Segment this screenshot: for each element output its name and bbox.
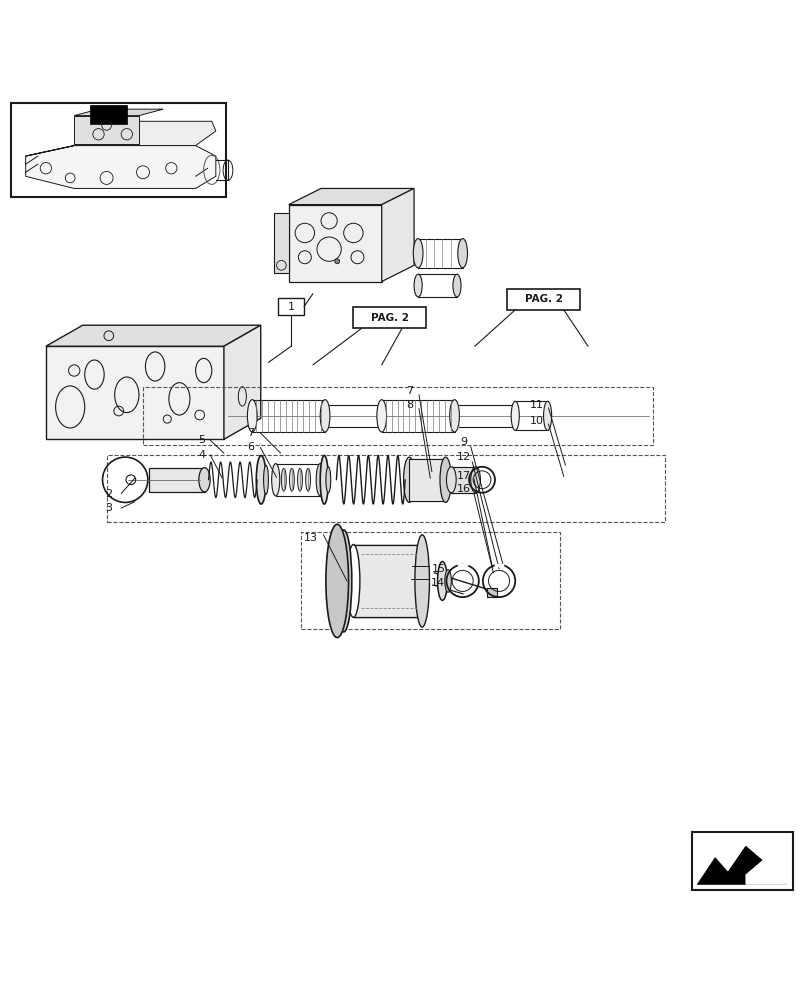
Ellipse shape <box>264 465 268 494</box>
Text: 2: 2 <box>105 489 113 499</box>
Ellipse shape <box>437 562 447 600</box>
Polygon shape <box>487 588 496 597</box>
Text: 1: 1 <box>287 302 294 312</box>
Polygon shape <box>46 346 224 439</box>
Ellipse shape <box>320 455 328 504</box>
Ellipse shape <box>335 530 351 632</box>
Ellipse shape <box>414 274 422 297</box>
Polygon shape <box>46 325 260 346</box>
Ellipse shape <box>256 455 266 504</box>
Text: 4: 4 <box>198 450 205 460</box>
Ellipse shape <box>413 239 423 268</box>
Bar <box>353 307 426 328</box>
Ellipse shape <box>325 467 330 493</box>
Polygon shape <box>727 846 761 874</box>
Text: 17: 17 <box>457 471 470 481</box>
Polygon shape <box>353 545 422 617</box>
Text: 9: 9 <box>460 437 467 447</box>
Bar <box>691 832 792 890</box>
Text: 10: 10 <box>530 416 543 426</box>
Text: 5: 5 <box>199 435 205 445</box>
Text: 14: 14 <box>431 578 445 588</box>
Text: 13: 13 <box>303 533 317 543</box>
Polygon shape <box>697 846 785 884</box>
Polygon shape <box>26 121 216 156</box>
Ellipse shape <box>457 239 467 268</box>
Bar <box>143 387 652 445</box>
Text: 16: 16 <box>457 484 470 494</box>
Ellipse shape <box>449 400 459 432</box>
Ellipse shape <box>297 468 302 491</box>
Ellipse shape <box>325 524 348 638</box>
Bar <box>11 103 225 197</box>
Ellipse shape <box>247 400 257 432</box>
Polygon shape <box>288 188 414 205</box>
Polygon shape <box>274 213 288 273</box>
Text: 11: 11 <box>530 400 543 410</box>
Ellipse shape <box>453 274 461 297</box>
Polygon shape <box>149 468 204 492</box>
Polygon shape <box>288 205 381 282</box>
Bar <box>507 289 579 310</box>
Ellipse shape <box>320 400 329 432</box>
Ellipse shape <box>376 400 386 432</box>
Polygon shape <box>74 116 139 144</box>
Polygon shape <box>90 105 127 124</box>
Bar <box>278 298 303 315</box>
Ellipse shape <box>346 545 359 617</box>
Text: 7: 7 <box>247 428 254 438</box>
Polygon shape <box>74 109 163 116</box>
Text: PAG. 2: PAG. 2 <box>371 313 408 323</box>
Ellipse shape <box>444 570 451 592</box>
Polygon shape <box>26 146 216 188</box>
Text: 6: 6 <box>247 442 254 452</box>
Ellipse shape <box>281 468 286 491</box>
Text: 7: 7 <box>406 386 413 396</box>
Polygon shape <box>381 188 414 282</box>
Text: PAG. 2: PAG. 2 <box>524 294 562 304</box>
Ellipse shape <box>315 464 324 496</box>
Ellipse shape <box>446 467 456 493</box>
Ellipse shape <box>305 468 310 491</box>
Ellipse shape <box>403 457 414 502</box>
Ellipse shape <box>470 467 480 493</box>
Ellipse shape <box>543 401 551 430</box>
Ellipse shape <box>440 457 451 502</box>
Ellipse shape <box>511 401 519 430</box>
Circle shape <box>334 259 339 264</box>
Text: 3: 3 <box>105 503 113 513</box>
Polygon shape <box>745 846 785 884</box>
Bar <box>300 532 559 629</box>
Ellipse shape <box>199 468 210 492</box>
Polygon shape <box>451 467 475 493</box>
Text: 15: 15 <box>431 564 444 574</box>
Text: 8: 8 <box>406 400 413 410</box>
Ellipse shape <box>414 535 429 627</box>
Bar <box>106 455 664 522</box>
Ellipse shape <box>289 468 294 491</box>
Ellipse shape <box>272 464 280 496</box>
Polygon shape <box>409 459 445 501</box>
Text: 12: 12 <box>457 452 470 462</box>
Polygon shape <box>224 325 260 439</box>
